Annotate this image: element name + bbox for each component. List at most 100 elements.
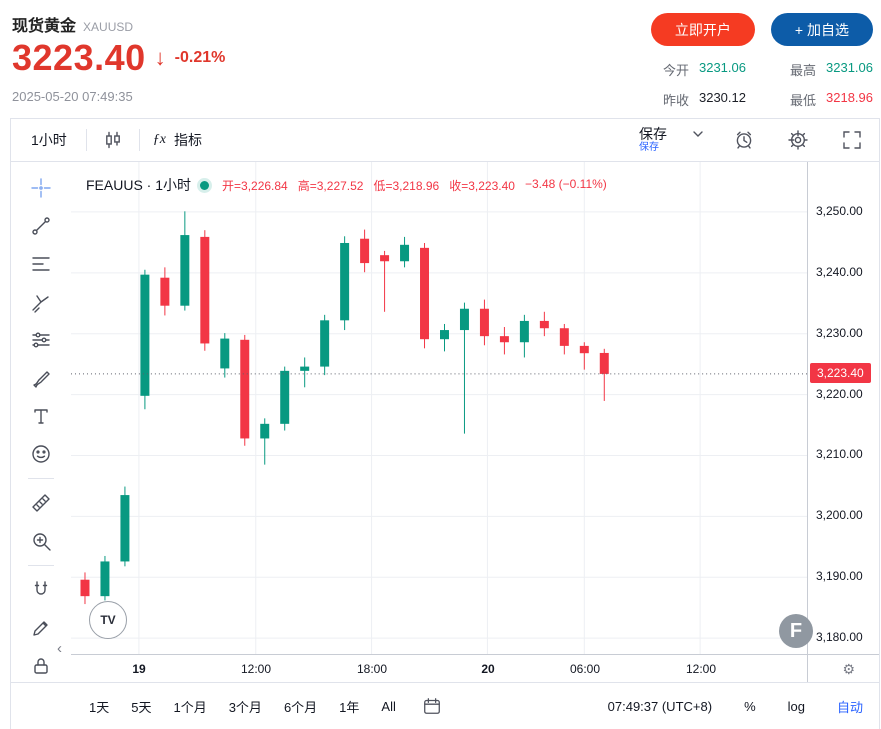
legend-high: 高=3,227.52 [297,178,364,193]
range-5d-button[interactable]: 5天 [131,697,151,716]
candlestick-chart[interactable] [71,162,807,654]
log-scale-toggle[interactable]: log [787,698,805,714]
lock-tool-icon[interactable] [27,652,55,680]
indicators-button[interactable]: ƒx 指标 [153,130,202,150]
legend-close: 收=3,223.40 [449,178,515,193]
header: 现货黄金 XAUUSD 3223.40 ↓ -0.21% 2025-05-20 … [0,0,881,118]
percent-scale-toggle[interactable]: % [744,698,756,714]
settings-gear-icon [788,130,808,150]
pattern-tool-icon[interactable] [27,326,55,354]
ruler-tool-icon[interactable] [27,489,55,517]
price-axis-label: 3,240.00 [816,264,863,279]
site-watermark: F [779,614,813,648]
price-axis-label: 3,250.00 [816,203,863,218]
time-axis-label: 06:00 [569,662,601,676]
magnet-tool-icon[interactable] [27,576,55,604]
price-axis-label: 3,220.00 [816,386,863,401]
price-axis-label: 3,190.00 [816,569,863,584]
instrument-symbol: XAUUSD [83,20,134,34]
candlestick-style-button[interactable] [100,127,126,153]
settings-button[interactable] [785,127,811,153]
stat-prev-close-value: 3230.12 [698,90,746,105]
brush-tool-icon[interactable] [27,364,55,392]
stat-open-value: 3231.06 [698,60,746,75]
trend-line-tool-icon[interactable] [27,212,55,240]
time-axis-label: 12:00 [240,662,272,676]
range-6m-button[interactable]: 6个月 [284,697,317,716]
pitchfork-tool-icon[interactable] [27,288,55,316]
price-row: 3223.40 ↓ -0.21% [12,40,225,76]
save-menu-button[interactable]: 保存 保存 [639,126,703,154]
range-1d-button[interactable]: 1天 [89,697,109,716]
legend-symbol-interval: FEAUUS · 1小时 [86,177,192,193]
plot-area: FEAUUS · 1小时 开=3,226.84 高=3,227.52 低=3,2… [71,162,813,683]
range-3m-button[interactable]: 3个月 [229,697,262,716]
scroll-left-button[interactable]: ‹ [57,640,62,657]
chart-legend: FEAUUS · 1小时 开=3,226.84 高=3,227.52 低=3,2… [86,175,607,195]
bottom-bar: 1天 5天 1个月 3个月 6个月 1年 All 07:49:37 (UTC+8… [11,682,879,729]
draw-tool-icon[interactable] [27,614,55,642]
toolbar-divider [28,478,54,479]
stat-high: 最高 3231.06 [789,60,873,78]
bottom-bar-right: 07:49:37 (UTC+8) % log 自动 [608,697,863,716]
stat-high-value: 3231.06 [826,60,873,75]
quote-stats: 今开 3231.06 最高 3231.06 昨收 3230.12 最低 3218… [663,60,873,109]
fullscreen-icon [843,131,861,149]
price-axis-label: 3,200.00 [816,508,863,523]
header-buttons: 立即开户 + 加自选 [650,13,873,46]
legend-change: −3.48 (−0.11%) [524,176,607,191]
stat-prev-close: 昨收 3230.12 [662,90,746,108]
alert-clock-icon [736,131,752,149]
axis-settings-icon[interactable]: ⚙ [842,661,855,677]
time-axis[interactable]: 19 12:00 18:00 20 06:00 12:00 [71,654,807,683]
open-account-button[interactable]: 立即开户 [650,13,755,46]
tradingview-logo[interactable]: TV [89,601,127,639]
range-all-button[interactable]: All [381,698,396,714]
auto-scale-toggle[interactable]: 自动 [837,697,863,716]
legend-ohlc: 开=3,226.84 高=3,227.52 低=3,218.96 收=3,223… [222,177,607,194]
time-axis-label: 18:00 [356,662,388,676]
crosshair-tool-icon[interactable] [27,174,55,202]
add-watchlist-button[interactable]: + 加自选 [770,13,873,46]
instrument-name: 现货黄金 [12,18,77,35]
price-change-percent: -0.21% [174,49,226,66]
toolbar-separator [85,129,87,151]
emoji-tool-icon[interactable] [27,440,55,468]
range-1y-button[interactable]: 1年 [339,697,359,716]
price-axis-label: 3,180.00 [816,630,863,645]
fib-lines-tool-icon[interactable] [27,250,55,278]
calendar-icon [423,698,440,714]
stat-low-value: 3218.96 [826,90,873,105]
chart-widget: 1小时 ƒx 指标 保存 保存 [10,118,880,729]
legend-low: 低=3,218.96 [373,178,440,193]
current-price-tag: 3,223.40 [810,362,871,383]
price-axis-label: 3,230.00 [816,325,863,340]
market-status-dot-icon [200,180,210,190]
goto-date-button[interactable] [422,696,442,716]
time-axis-label: 19 [132,662,146,676]
save-sub-label: 保存 [639,142,659,154]
range-1m-button[interactable]: 1个月 [173,697,206,716]
toolbar-divider [28,565,54,566]
current-price: 3223.40 [12,37,146,78]
alert-clock-button[interactable] [731,127,757,153]
fx-icon: ƒx [152,132,167,147]
clock-utc: 07:49:37 (UTC+8) [607,698,713,714]
chart-toolbar: 1小时 ƒx 指标 保存 保存 [11,119,879,162]
zoom-tool-icon[interactable] [27,527,55,555]
price-axis[interactable]: 3,223.40 ⚙ 3,250.00 3,240.00 3,230.00 3,220… [807,162,879,682]
instrument-title-row: 现货黄金 XAUUSD [12,12,133,36]
save-label: 保存 [639,126,667,143]
legend-open: 开=3,226.84 [222,178,288,193]
stat-low: 最低 3218.96 [789,90,873,108]
toolbar-right: 保存 保存 [639,126,865,154]
candles-icon [105,131,120,149]
toolbar-separator [138,129,140,151]
text-tool-icon[interactable] [27,402,55,430]
chart-body: ‹ FEAUUS · 1小时 开=3,226.84 高=3,227.52 低=3… [11,162,879,682]
fullscreen-button[interactable] [839,127,865,153]
drawing-toolbar [11,162,71,682]
quote-timestamp: 2025-05-20 07:49:35 [12,89,133,104]
interval-button[interactable]: 1小时 [25,129,73,151]
price-axis-label: 3,210.00 [816,447,863,462]
